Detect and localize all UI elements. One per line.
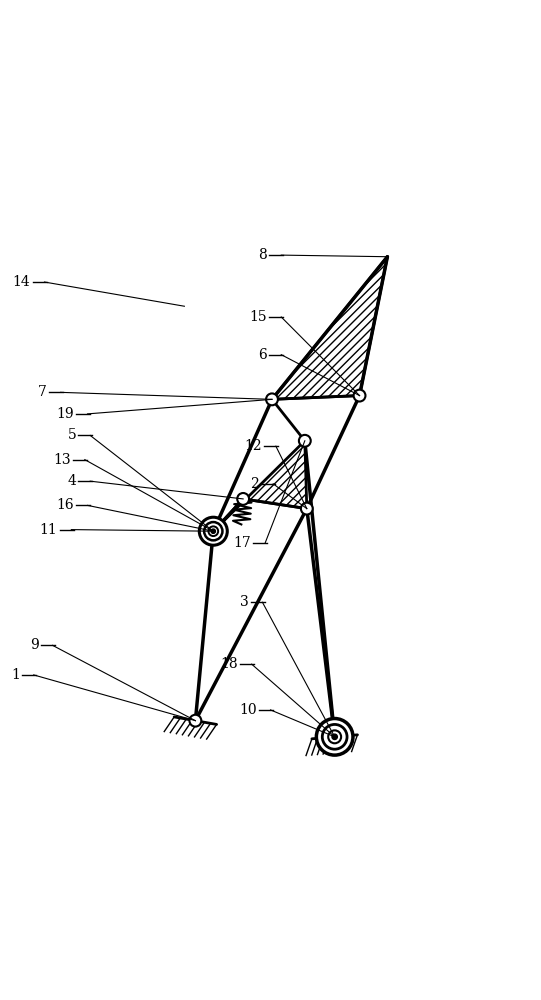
Circle shape <box>332 734 338 740</box>
Circle shape <box>189 715 201 727</box>
Text: 11: 11 <box>39 523 57 537</box>
Circle shape <box>237 493 249 505</box>
Text: 5: 5 <box>68 428 76 442</box>
Circle shape <box>316 719 353 755</box>
Text: 15: 15 <box>249 310 267 324</box>
Text: 2: 2 <box>250 477 259 491</box>
Circle shape <box>199 517 227 545</box>
Circle shape <box>208 526 218 536</box>
Text: 10: 10 <box>239 703 256 717</box>
Text: 3: 3 <box>240 595 248 609</box>
Circle shape <box>354 390 366 402</box>
Text: 8: 8 <box>259 248 267 262</box>
Circle shape <box>328 730 341 743</box>
Circle shape <box>322 724 347 749</box>
Text: 1: 1 <box>11 668 19 682</box>
Text: 9: 9 <box>30 638 38 652</box>
Circle shape <box>204 522 222 540</box>
Text: 14: 14 <box>12 275 30 289</box>
Text: 4: 4 <box>67 474 76 488</box>
Text: 16: 16 <box>56 498 74 512</box>
Text: 17: 17 <box>233 536 251 550</box>
Text: 19: 19 <box>56 407 74 421</box>
Circle shape <box>301 503 313 515</box>
Text: 12: 12 <box>245 439 262 453</box>
Circle shape <box>266 393 278 405</box>
Circle shape <box>211 529 215 533</box>
Text: 18: 18 <box>220 657 237 671</box>
Circle shape <box>299 435 311 447</box>
Text: 6: 6 <box>259 348 267 362</box>
Text: 13: 13 <box>53 453 71 467</box>
Text: 7: 7 <box>38 385 47 399</box>
